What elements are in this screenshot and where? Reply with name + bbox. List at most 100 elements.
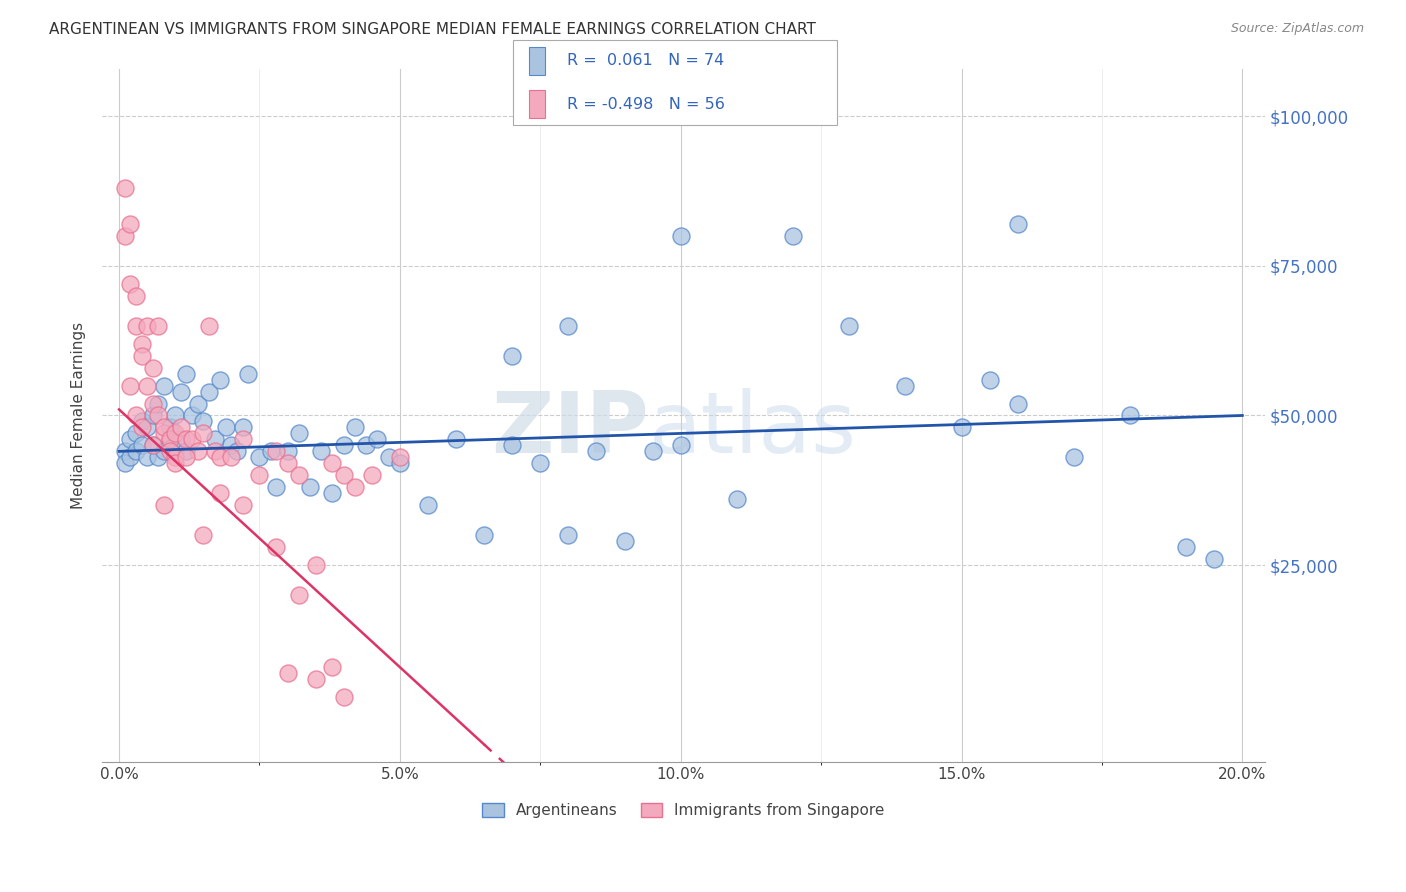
- Point: [120, 217, 142, 231]
- Point: [321, 659, 343, 673]
- Point: [950, 420, 973, 434]
- Point: [299, 480, 322, 494]
- Point: [120, 378, 142, 392]
- Point: [131, 349, 153, 363]
- Point: [221, 438, 243, 452]
- Point: [332, 468, 354, 483]
- Point: [1175, 540, 1198, 554]
- Point: [1007, 396, 1029, 410]
- Point: [131, 438, 153, 452]
- Point: [153, 420, 176, 434]
- Point: [585, 444, 607, 458]
- Point: [136, 318, 159, 333]
- Point: [176, 433, 198, 447]
- Point: [170, 384, 193, 399]
- Text: Source: ZipAtlas.com: Source: ZipAtlas.com: [1230, 22, 1364, 36]
- Point: [266, 540, 288, 554]
- Point: [193, 528, 215, 542]
- Point: [613, 534, 636, 549]
- Point: [170, 433, 193, 447]
- Point: [557, 528, 579, 542]
- Point: [343, 420, 366, 434]
- Point: [170, 420, 193, 434]
- Point: [148, 318, 170, 333]
- Point: [260, 444, 283, 458]
- Point: [159, 433, 181, 447]
- Point: [894, 378, 917, 392]
- Point: [114, 456, 136, 470]
- Point: [125, 409, 148, 423]
- Y-axis label: Median Female Earnings: Median Female Earnings: [72, 322, 86, 509]
- Point: [142, 409, 165, 423]
- Point: [187, 396, 209, 410]
- Point: [176, 367, 198, 381]
- Text: atlas: atlas: [648, 388, 856, 471]
- Point: [354, 438, 377, 452]
- Point: [193, 426, 215, 441]
- Point: [153, 444, 176, 458]
- Point: [288, 468, 311, 483]
- Point: [304, 672, 326, 686]
- Point: [209, 450, 232, 465]
- Point: [416, 498, 439, 512]
- Text: ARGENTINEAN VS IMMIGRANTS FROM SINGAPORE MEDIAN FEMALE EARNINGS CORRELATION CHAR: ARGENTINEAN VS IMMIGRANTS FROM SINGAPORE…: [49, 22, 815, 37]
- Point: [198, 384, 221, 399]
- Point: [114, 444, 136, 458]
- Point: [1119, 409, 1142, 423]
- Point: [838, 318, 860, 333]
- Point: [153, 498, 176, 512]
- Point: [159, 444, 181, 458]
- Point: [221, 450, 243, 465]
- Point: [472, 528, 495, 542]
- Point: [1063, 450, 1085, 465]
- Point: [215, 420, 238, 434]
- Point: [226, 444, 249, 458]
- Point: [249, 468, 271, 483]
- Point: [309, 444, 332, 458]
- Point: [277, 665, 299, 680]
- Point: [669, 438, 692, 452]
- Point: [159, 433, 181, 447]
- Point: [159, 420, 181, 434]
- Text: ZIP: ZIP: [491, 388, 648, 471]
- Point: [165, 409, 187, 423]
- Point: [332, 690, 354, 704]
- Point: [193, 414, 215, 428]
- Point: [165, 450, 187, 465]
- Point: [131, 414, 153, 428]
- Point: [142, 396, 165, 410]
- Point: [669, 229, 692, 244]
- Point: [501, 438, 523, 452]
- Point: [153, 378, 176, 392]
- Point: [377, 450, 399, 465]
- Point: [125, 289, 148, 303]
- Text: R = -0.498   N = 56: R = -0.498 N = 56: [567, 97, 724, 112]
- Point: [181, 409, 204, 423]
- Point: [444, 433, 467, 447]
- Point: [501, 349, 523, 363]
- Point: [120, 450, 142, 465]
- Point: [266, 444, 288, 458]
- Point: [204, 444, 226, 458]
- Point: [232, 498, 254, 512]
- Point: [288, 426, 311, 441]
- Point: [148, 409, 170, 423]
- Point: [153, 426, 176, 441]
- Point: [232, 420, 254, 434]
- Point: [187, 444, 209, 458]
- Point: [142, 438, 165, 452]
- Point: [1007, 217, 1029, 231]
- Point: [288, 588, 311, 602]
- Point: [304, 558, 326, 572]
- Point: [277, 456, 299, 470]
- Point: [136, 378, 159, 392]
- Point: [142, 360, 165, 375]
- Point: [148, 396, 170, 410]
- Point: [114, 229, 136, 244]
- Point: [165, 444, 187, 458]
- Point: [249, 450, 271, 465]
- Point: [125, 426, 148, 441]
- Point: [136, 450, 159, 465]
- Point: [238, 367, 260, 381]
- Point: [198, 318, 221, 333]
